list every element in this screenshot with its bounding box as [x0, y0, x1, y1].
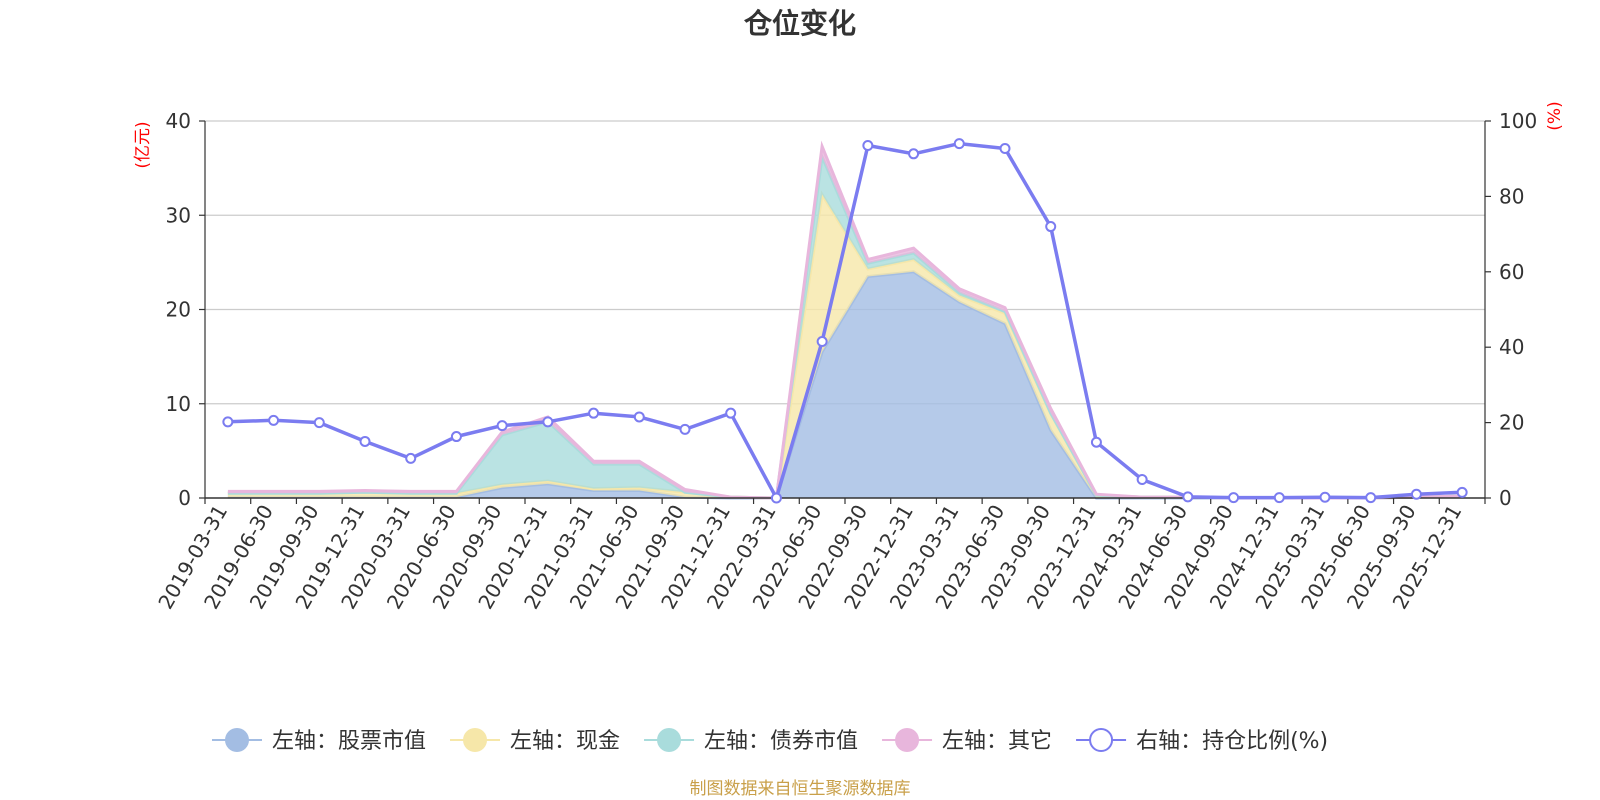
- holding-ratio-point: [588, 407, 600, 419]
- legend-label: 左轴：股票市值: [272, 729, 426, 754]
- right-axis-tick-label: 0: [1499, 486, 1512, 510]
- data-source-footnote: 制图数据来自恒生聚源数据库: [690, 779, 911, 799]
- holding-ratio-point: [1136, 474, 1148, 486]
- holding-ratio-point: [1273, 492, 1285, 504]
- left-axis-tick-label: 30: [166, 203, 191, 227]
- holding-ratio-point: [953, 138, 965, 150]
- legend-marker: [1089, 728, 1114, 752]
- holding-ratio-point: [1365, 492, 1377, 504]
- legend-item-5[interactable]: 右轴：持仓比例(%): [1076, 728, 1328, 754]
- holding-ratio-point: [405, 452, 417, 464]
- right-axis-unit: (%): [1545, 101, 1565, 130]
- legend-label: 左轴：债券市值: [704, 729, 858, 754]
- holding-ratio-point: [1319, 491, 1331, 503]
- area-series-3: [227, 156, 1463, 499]
- legend-marker: [895, 728, 920, 752]
- area-series-1: [227, 271, 1463, 498]
- holding-ratio-point: [1228, 492, 1240, 504]
- holding-ratio-point: [313, 417, 325, 429]
- legend-marker: [463, 728, 488, 752]
- holding-ratio-point: [1090, 436, 1102, 448]
- holding-ratio-point: [1182, 491, 1194, 503]
- left-axis-unit: (亿元): [133, 121, 153, 168]
- legend-label: 左轴：其它: [942, 729, 1052, 754]
- holding-ratio-point: [725, 407, 737, 419]
- holding-ratio-point: [1410, 488, 1422, 500]
- holding-ratio-point: [450, 431, 462, 443]
- holding-ratio-point: [542, 416, 554, 428]
- area-series-2: [227, 194, 1463, 498]
- chart-title: 仓位变化: [744, 7, 856, 40]
- legend-label: 左轴：现金: [510, 729, 620, 754]
- left-axis-tick-label: 0: [178, 486, 191, 510]
- legend-item-1[interactable]: 左轴：股票市值: [212, 728, 426, 754]
- holding-ratio-point: [908, 148, 920, 160]
- holding-ratio-point: [862, 140, 874, 152]
- left-axis-tick-label: 20: [166, 298, 191, 322]
- holding-ratio-point: [770, 492, 782, 504]
- holding-ratio-line: [227, 141, 1463, 500]
- right-axis-tick-label: 80: [1499, 184, 1524, 208]
- right-axis-tick-label: 20: [1499, 411, 1524, 435]
- holding-ratio-point: [222, 416, 234, 428]
- holding-ratio-point: [1045, 221, 1057, 233]
- holding-ratio-point: [496, 420, 508, 432]
- holding-ratio-point: [999, 143, 1011, 155]
- holding-ratio-point: [1456, 486, 1468, 498]
- legend-item-2[interactable]: 左轴：现金: [450, 728, 620, 754]
- legend-label: 右轴：持仓比例(%): [1136, 729, 1328, 754]
- legend-item-4[interactable]: 左轴：其它: [882, 728, 1052, 754]
- left-axis-tick-label: 10: [166, 392, 191, 416]
- holding-ratio-point: [679, 423, 691, 435]
- legend-marker: [225, 728, 249, 752]
- holding-ratio-point: [359, 435, 371, 447]
- legend-marker: [657, 728, 682, 752]
- right-axis-tick-label: 100: [1499, 109, 1537, 133]
- right-axis-tick-label: 40: [1499, 335, 1524, 359]
- legend-item-3[interactable]: 左轴：债券市值: [644, 728, 858, 754]
- holding-ratio-point: [268, 414, 280, 426]
- holding-ratio-point: [633, 411, 645, 423]
- left-axis-tick-label: 40: [166, 109, 191, 133]
- right-axis-tick-label: 60: [1499, 260, 1524, 284]
- holding-ratio-point: [816, 336, 828, 348]
